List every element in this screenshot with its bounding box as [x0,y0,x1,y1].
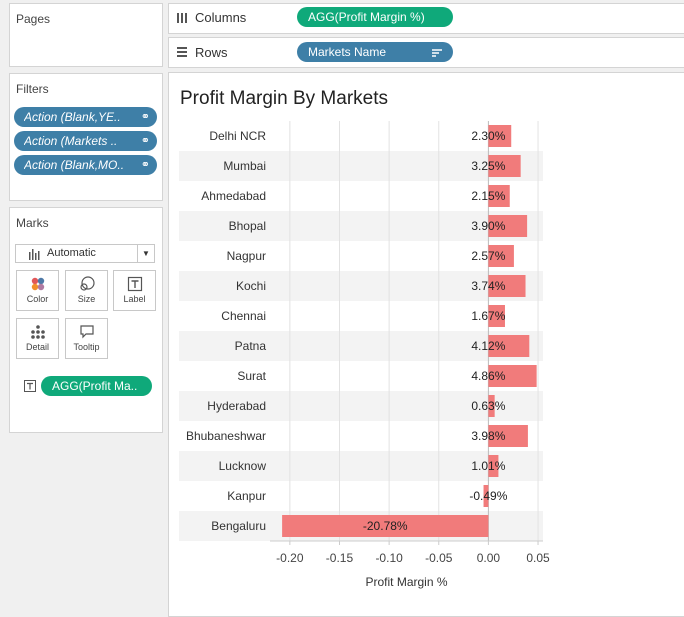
chevron-down-icon: ▼ [142,249,150,258]
bar [488,455,499,477]
link-icon: ⚭ [140,135,150,147]
x-tick-label: -0.05 [425,551,453,565]
data-label: 3.25% [471,159,505,173]
color-icon [17,276,58,292]
chart-title: Profit Margin By Markets [180,88,388,109]
x-tick-label: -0.20 [276,551,304,565]
filters-title: Filters [16,82,49,96]
category-label: Kochi [236,279,266,293]
x-axis-title: Profit Margin % [365,575,447,589]
link-icon: ⚭ [140,111,150,123]
category-label: Chennai [221,309,266,323]
category-label: Mumbai [223,159,266,173]
columns-label: Columns [195,10,247,25]
row-band [179,151,543,181]
bar [488,395,495,417]
data-label: 2.15% [471,189,505,203]
bar [488,215,528,237]
row-band [179,211,543,241]
bar [488,185,510,207]
detail-icon [17,324,58,340]
text-label-icon [24,379,36,392]
data-label: 2.57% [471,249,505,263]
category-label: Delhi NCR [209,129,266,143]
category-label: Kanpur [227,489,266,503]
bar [488,155,521,177]
bar [488,425,528,447]
sort-icon [431,46,443,58]
data-label: 0.63% [471,399,505,413]
pages-title: Pages [16,12,51,26]
bar [488,275,526,297]
rows-pill-label: Markets Name [308,45,387,59]
x-tick-label: -0.10 [375,551,403,565]
detail-label: Detail [25,342,49,352]
filters-card: Filters Action (Blank,YE.. ⚭ Action (Mar… [9,73,163,201]
x-tick-label: -0.15 [326,551,354,565]
mark-type-dropdown[interactable]: Automatic ▼ [15,244,155,263]
data-label: 4.12% [471,339,505,353]
mark-type-label: Automatic [47,247,96,259]
filter-pill-markets[interactable]: Action (Markets .. ⚭ [14,131,157,151]
rows-icon [176,45,188,63]
data-label: 4.86% [471,369,505,383]
tooltip-button[interactable]: Tooltip [65,318,108,359]
text-label-icon [114,276,155,292]
color-label: Color [26,294,49,304]
tooltip-icon [66,324,107,340]
bar [488,305,505,327]
data-label: 1.67% [471,309,505,323]
marks-label-field-pill[interactable]: AGG(Profit Ma.. [41,376,152,396]
data-label: -20.78% [363,519,408,533]
category-label: Lucknow [219,459,267,473]
category-label: Bhubaneshwar [186,429,266,443]
dropdown-divider [137,245,138,262]
size-label: Size [77,294,96,304]
x-tick-label: 0.00 [477,551,501,565]
link-icon: ⚭ [140,159,150,171]
data-label: 3.90% [471,219,505,233]
size-icon [66,276,107,292]
row-band [179,391,543,421]
label-label: Label [123,294,146,304]
pages-card: Pages [9,3,163,67]
tooltip-label: Tooltip [73,342,100,352]
filter-pill-year[interactable]: Action (Blank,YE.. ⚭ [14,107,157,127]
marks-title: Marks [16,216,49,230]
bar [483,485,489,507]
row-band [179,331,543,361]
bar [488,125,512,147]
rows-pill[interactable]: Markets Name [297,42,453,62]
row-band [179,451,543,481]
data-label: -0.49% [469,489,507,503]
bar [488,335,530,357]
data-label: 2.30% [471,129,505,143]
data-label: 1.01% [471,459,505,473]
category-label: Patna [235,339,267,353]
columns-icon [176,11,188,29]
detail-button[interactable]: Detail [16,318,59,359]
columns-pill[interactable]: AGG(Profit Margin %) [297,7,453,27]
bar [488,245,514,267]
category-label: Bengaluru [211,519,266,533]
rows-label: Rows [195,45,228,60]
bar [282,515,489,537]
row-band [179,271,543,301]
size-button[interactable]: Size [65,270,108,311]
category-label: Ahmedabad [201,189,266,203]
data-label: 3.98% [471,429,505,443]
bar [488,365,537,387]
category-label: Hyderabad [207,399,266,413]
category-label: Nagpur [227,249,266,263]
color-button[interactable]: Color [16,270,59,311]
data-label: 3.74% [471,279,505,293]
x-tick-label: 0.05 [526,551,550,565]
bar-chart-icon [28,248,40,260]
filter-pill-month[interactable]: Action (Blank,MO.. ⚭ [14,155,157,175]
label-button[interactable]: Label [113,270,156,311]
category-label: Bhopal [229,219,266,233]
category-label: Surat [237,369,266,383]
